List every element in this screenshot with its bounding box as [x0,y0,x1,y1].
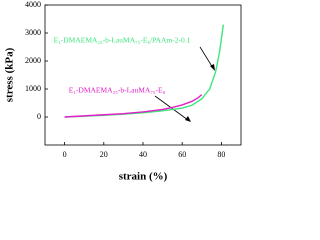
x-tick-label: 20 [100,150,108,159]
plot-frame [44,4,242,146]
arrow-head [210,64,215,71]
y-axis-label: stress (kPa) [4,47,16,102]
x-tick-label: 0 [63,150,67,159]
x-tick-label: 60 [178,150,186,159]
x-tick-label: 80 [217,150,225,159]
chart: strain (%) stress (kPa) E₁-DMAEMA₂₅-b-La… [4,0,242,183]
y-tick-label: 3000 [25,28,41,37]
annotation: E₁-DMAEMA₂₅-b-LauMA₇₅-E₆ [69,86,166,95]
y-tick-label: 2000 [25,56,41,65]
y-tick-label: 4000 [25,0,41,9]
y-tick-label: 0 [37,112,41,121]
annotation: E₁-DMAEMA₂₅-b-LauMA₇₅-E₆/PAAm-2-0.1 [54,36,191,45]
x-axis-label: strain (%) [119,171,168,183]
arrow-head [185,116,191,122]
arrow [199,46,214,69]
x-tick-label: 40 [139,150,147,159]
line [64,94,203,118]
y-tick-label: 1000 [25,84,41,93]
